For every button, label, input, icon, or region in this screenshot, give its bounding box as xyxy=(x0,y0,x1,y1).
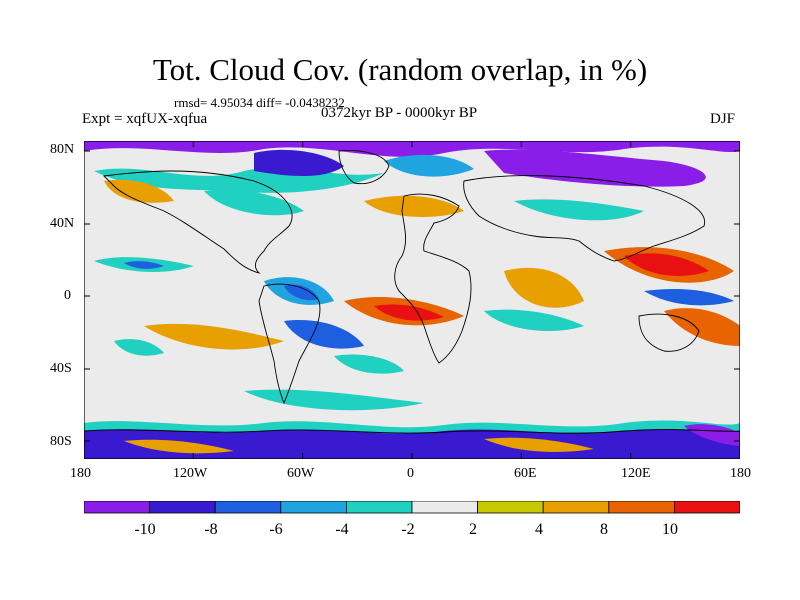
anomaly-patch xyxy=(124,261,164,269)
anomaly-patch xyxy=(374,304,444,321)
legend-label: -4 xyxy=(335,521,349,538)
europe-africa-outline xyxy=(394,193,472,364)
anomaly-field xyxy=(84,141,740,459)
anomaly-patch xyxy=(254,149,344,176)
lat-tick-label: 40S xyxy=(50,361,72,376)
stats-text: rmsd= 4.95034 diff= -0.0438232 xyxy=(174,95,345,110)
legend-label: -6 xyxy=(269,521,283,538)
legend-swatch xyxy=(411,501,478,514)
period-label: 0372kyr BP - 0000kyr BP xyxy=(321,105,478,121)
australia-outline xyxy=(638,313,700,352)
north-america-outline xyxy=(103,170,293,274)
lon-tick-label: 180 xyxy=(70,466,91,481)
legend-bar xyxy=(84,501,740,514)
lon-tick-label: 0 xyxy=(407,466,414,481)
plot-title: Tot. Cloud Cov. (random overlap, in %) xyxy=(152,52,648,87)
legend-label: 8 xyxy=(600,521,608,538)
anomaly-patch xyxy=(84,141,740,157)
legend-swatch xyxy=(542,501,610,514)
anomaly-patch xyxy=(384,154,474,177)
anomaly-patch xyxy=(644,289,734,306)
legend-swatch xyxy=(674,501,740,514)
anomaly-patch xyxy=(484,437,594,452)
lat-tick-label: 0 xyxy=(64,288,71,303)
anomaly-patch xyxy=(244,389,424,411)
cloud-cover-map xyxy=(84,141,740,459)
legend-label: -2 xyxy=(401,521,415,538)
legend-swatch xyxy=(84,501,150,514)
legend-label: 2 xyxy=(469,521,477,538)
legend-swatch xyxy=(345,501,413,514)
anomaly-patch xyxy=(514,199,644,221)
lat-tick-label: 40N xyxy=(50,216,75,231)
greenland-outline xyxy=(338,150,390,185)
anomaly-patch xyxy=(284,284,319,301)
anomaly-patch xyxy=(364,195,464,217)
anomaly-patch xyxy=(624,253,709,276)
legend-label: -8 xyxy=(204,521,218,538)
anomaly-patch xyxy=(504,267,584,308)
lat-tick-label: 80S xyxy=(50,434,72,449)
legend-label: -10 xyxy=(134,521,156,538)
antarctica-outline xyxy=(84,429,740,434)
legend-swatch xyxy=(280,501,347,514)
legend-swatch xyxy=(214,501,282,514)
asia-outline xyxy=(463,175,706,262)
anomaly-patch xyxy=(104,179,174,203)
lon-tick-label: 60E xyxy=(514,466,537,481)
legend-swatch xyxy=(477,501,544,514)
south-america-outline xyxy=(258,283,321,405)
lon-tick-label: 120W xyxy=(173,466,208,481)
lon-tick-label: 180 xyxy=(730,466,751,481)
lon-tick-label: 120E xyxy=(621,466,651,481)
anomaly-patch xyxy=(664,308,740,346)
legend-swatch xyxy=(608,501,675,514)
anomaly-patch xyxy=(84,429,740,459)
experiment-label: Expt = xqfUX-xqfua xyxy=(82,111,208,127)
anomaly-patch xyxy=(334,354,404,374)
season-label: DJF xyxy=(710,111,736,127)
map-tick-marks xyxy=(84,141,740,459)
coastlines xyxy=(84,150,740,434)
anomaly-patch xyxy=(484,309,584,331)
anomaly-patch xyxy=(684,424,740,446)
lat-tick-label: 80N xyxy=(50,142,75,157)
legend-label: 4 xyxy=(535,521,543,538)
legend-label: 10 xyxy=(662,521,678,538)
anomaly-patch xyxy=(484,149,706,187)
anomaly-patch xyxy=(204,189,304,216)
anomaly-patch xyxy=(124,439,234,454)
anomaly-patch xyxy=(114,339,164,356)
anomaly-patch xyxy=(144,323,284,350)
legend-swatch xyxy=(149,501,216,514)
lon-tick-label: 60W xyxy=(287,466,315,481)
anomaly-patch xyxy=(284,320,364,349)
